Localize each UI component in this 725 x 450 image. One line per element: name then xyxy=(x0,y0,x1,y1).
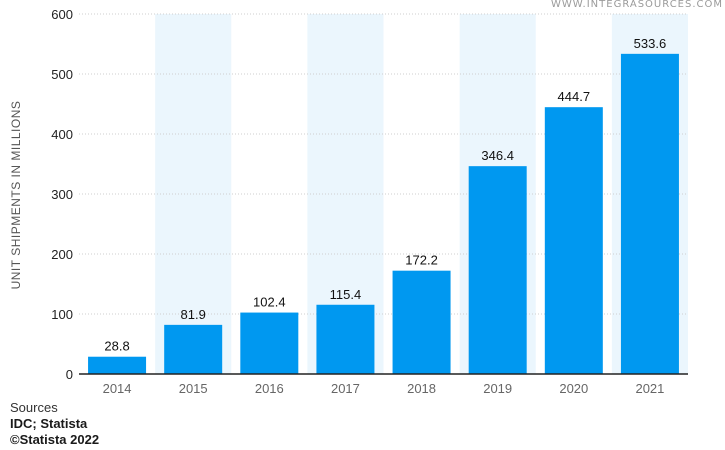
bar xyxy=(468,166,527,374)
bar xyxy=(620,53,679,375)
data-labels: 28.8 81.9 102.4 115.4 172.2 346.4 444.7 533.6 xyxy=(104,36,666,354)
y-tick-label: 400 xyxy=(51,127,73,142)
y-axis-ticks: 0 100 200 300 400 500 600 xyxy=(51,7,73,382)
watermark: WWW.INTEGRASOURCES.COM xyxy=(551,0,723,10)
y-tick-label: 300 xyxy=(51,187,73,202)
x-tick-label: 2018 xyxy=(407,381,436,396)
x-tick-label: 2016 xyxy=(255,381,284,396)
y-tick-label: 100 xyxy=(51,307,73,322)
x-tick-label: 2017 xyxy=(331,381,360,396)
y-tick-label: 200 xyxy=(51,247,73,262)
x-tick-label: 2021 xyxy=(635,381,664,396)
bar xyxy=(316,304,375,374)
y-axis-label: UNIT SHIPMENTS IN MILLIONS xyxy=(9,101,23,290)
bar xyxy=(544,107,603,375)
x-axis-ticks: 2014 2015 2016 2017 2018 2019 2020 2021 xyxy=(103,381,665,396)
y-tick-label: 500 xyxy=(51,67,73,82)
y-tick-label: 600 xyxy=(51,7,73,22)
data-label: 102.4 xyxy=(253,295,286,310)
x-tick-label: 2015 xyxy=(179,381,208,396)
bar-chart: 0 100 200 300 400 500 600 28.8 81.9 102.4 115.4 17… xyxy=(9,7,688,396)
data-label: 28.8 xyxy=(104,339,129,354)
copyright: ©Statista 2022 xyxy=(10,432,100,447)
bars xyxy=(88,53,679,375)
sources-value: IDC; Statista xyxy=(10,416,88,431)
data-label: 533.6 xyxy=(634,36,667,51)
sources-block: Sources IDC; Statista ©Statista 2022 xyxy=(10,400,99,448)
data-label: 81.9 xyxy=(181,307,206,322)
y-tick-label: 0 xyxy=(66,367,73,382)
x-tick-label: 2019 xyxy=(483,381,512,396)
data-label: 444.7 xyxy=(558,89,591,104)
x-tick-label: 2020 xyxy=(559,381,588,396)
data-label: 115.4 xyxy=(330,287,362,302)
bar xyxy=(392,270,451,374)
bar xyxy=(240,312,299,374)
data-label: 346.4 xyxy=(481,148,514,163)
x-tick-label: 2014 xyxy=(103,381,132,396)
data-label: 172.2 xyxy=(405,253,438,268)
sources-label: Sources xyxy=(10,400,58,415)
bar xyxy=(88,356,147,374)
bar xyxy=(164,324,223,374)
